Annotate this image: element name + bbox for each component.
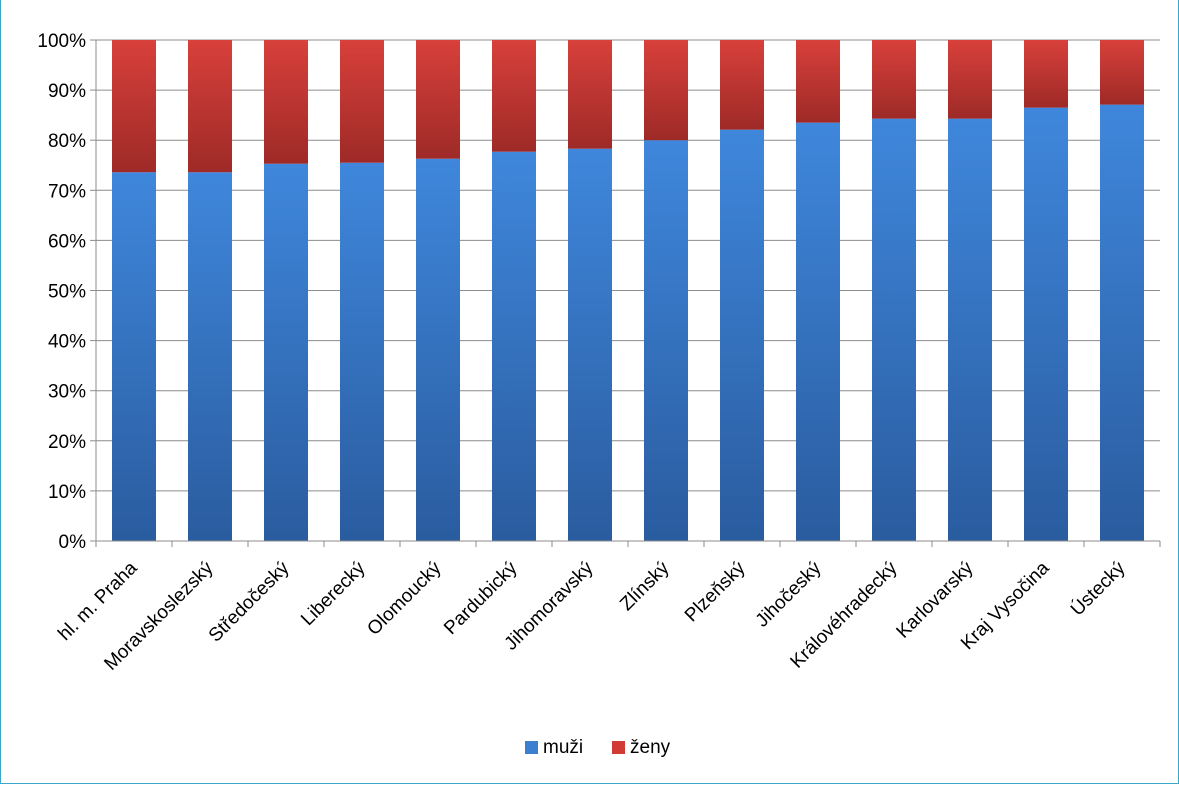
bar-muzi [264,163,308,541]
x-tick-label: Plzeňský [681,557,750,626]
bar-muzi [568,148,612,542]
bar-zeny [568,40,612,149]
legend-label-zeny: ženy [630,737,671,758]
y-tick-label: 100% [37,31,86,52]
bar-zeny [492,40,536,152]
legend: muži ženy [525,737,671,758]
bar-muzi [1024,107,1068,541]
bar-zeny [416,40,460,159]
bar-muzi [188,172,232,541]
bar-zeny [340,40,384,163]
bar-zeny [720,40,764,130]
x-tick-label: Ústecký [1066,557,1130,621]
bar-muzi [644,140,688,541]
bar-zeny [872,40,916,119]
y-tick-label: 20% [48,432,86,453]
legend-swatch-muzi [525,741,538,754]
bar-muzi [340,162,384,541]
y-tick-label: 70% [48,181,86,202]
x-tick-label: Pardubický [440,557,522,639]
bar-zeny [948,40,992,119]
bar-muzi [720,129,764,541]
bar-zeny [644,40,688,141]
legend-swatch-zeny [612,741,625,754]
x-tick-label: Středočeský [205,557,294,646]
x-tick-label: Liberecký [297,557,370,630]
bar-zeny [796,40,840,123]
y-tick-label: 0% [59,532,87,553]
gridlines [96,39,1160,492]
axes [90,39,1161,547]
y-tick-label: 80% [48,131,86,152]
bar-muzi [416,158,460,541]
x-tick-label: Olomoucký [363,557,445,639]
y-axis-ticks: 0% 10% 20% 30% 40% 50% 60% 70% 80% 90% 100% [37,31,86,553]
bar-zeny [188,40,232,173]
bar-zeny [1100,40,1144,105]
bars [112,40,1144,542]
bar-muzi [872,118,916,542]
y-tick-label: 30% [48,382,86,403]
y-tick-label: 10% [48,482,86,503]
y-tick-label: 40% [48,332,86,353]
x-tick-label: Jihočeský [752,557,826,631]
bar-zeny [112,40,156,173]
bar-muzi [1100,104,1144,541]
bar-muzi [492,151,536,541]
legend-label-muzi: muži [543,737,583,758]
bar-muzi [948,118,992,542]
bar-muzi [112,172,156,541]
x-tick-label: Zlínský [616,557,674,615]
y-tick-label: 50% [48,282,86,303]
y-tick-label: 60% [48,231,86,252]
bar-zeny [264,40,308,164]
bar-muzi [796,122,840,541]
y-tick-label: 90% [48,81,86,102]
bar-zeny [1024,40,1068,108]
